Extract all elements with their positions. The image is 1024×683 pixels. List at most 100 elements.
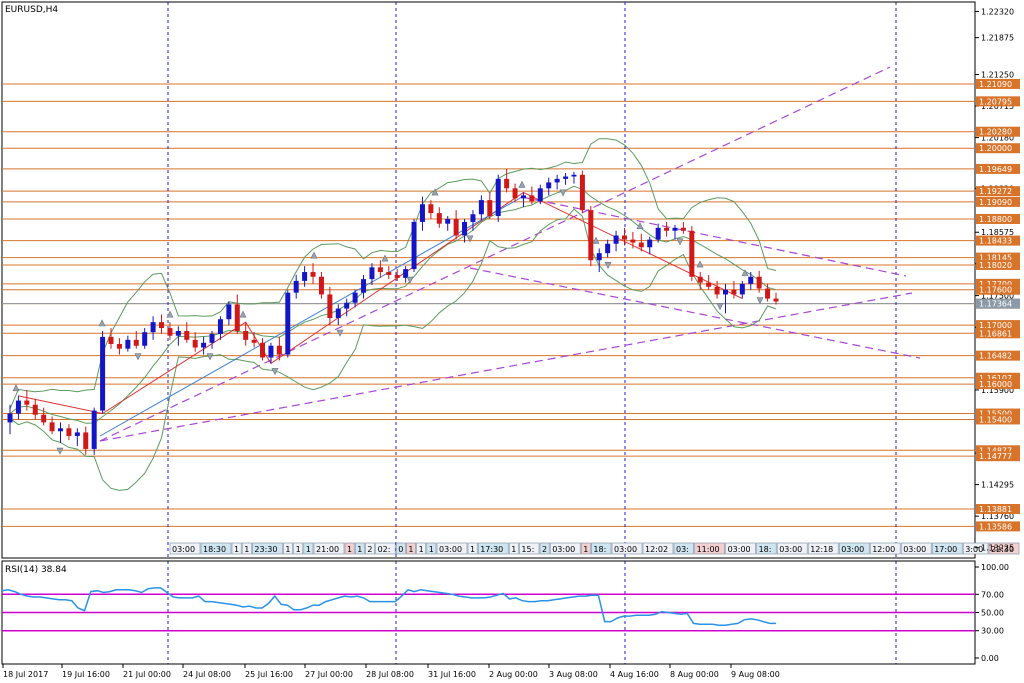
level-label-box [976, 414, 1020, 425]
fractal-marker [636, 222, 644, 230]
time-tick-label: 25 Jul 16:00 [245, 670, 293, 679]
bollinger-bands [9, 138, 777, 491]
session-labels: 03:00 18:30 1 1 23:30 1 1 1 21:00 1 1 2 02: 0 1 1 1 03:00… [169, 542, 1020, 555]
candle-bull [142, 332, 148, 346]
level-label: 1.20795 [979, 97, 1012, 106]
candle-bull [520, 195, 526, 199]
session-box [988, 542, 1020, 555]
candle-bull [352, 292, 358, 303]
session-box [283, 542, 293, 555]
candle-bull [209, 333, 215, 343]
session-box [436, 542, 468, 555]
level-label-box [976, 350, 1020, 361]
fractal-marker [559, 189, 567, 197]
session-box [807, 542, 839, 555]
candle-bull [335, 308, 341, 319]
session-box [416, 542, 427, 555]
session-box-label: 03:00 [841, 545, 864, 554]
candle-bear [133, 339, 139, 346]
candle-bear [664, 227, 670, 231]
session-box-label: 12:18 [810, 545, 833, 554]
vertical-grid [167, 2, 897, 664]
session-box [611, 542, 643, 555]
level-label-box [976, 126, 1020, 137]
level-label-box [976, 163, 1020, 174]
level-label-box [976, 78, 1020, 89]
candle-bear [621, 235, 627, 240]
price-tick-label: 1.21250 [981, 71, 1014, 80]
session-box-label: 18: [593, 545, 606, 554]
candle-bear [428, 204, 434, 214]
candle-bear [579, 174, 585, 211]
session-box-label: 12:00 [872, 545, 895, 554]
candle-bull [596, 253, 602, 261]
channel-line [99, 292, 913, 442]
session-box [776, 542, 808, 555]
candle-bear [529, 195, 535, 202]
session-box [200, 542, 232, 555]
level-label-box [976, 451, 1020, 462]
level-label: 1.14877 [979, 446, 1012, 455]
rsi-line [1, 587, 776, 626]
candle-bull [15, 400, 21, 414]
fractal-marker [741, 269, 749, 277]
level-label-box [976, 186, 1020, 197]
candle-bull [554, 178, 560, 183]
candle-bear [638, 242, 644, 248]
channel-line [521, 196, 907, 277]
zigzag-trend [18, 191, 743, 437]
time-tick-label: 24 Jul 08:00 [183, 670, 231, 679]
candle-bear [32, 404, 38, 415]
fractal-marker [676, 238, 684, 246]
candle-bull [268, 345, 274, 358]
candle-bear [689, 230, 695, 277]
level-label: 1.16482 [979, 352, 1012, 361]
level-label: 1.14777 [979, 452, 1012, 461]
rsi-tick-label: 50.00 [981, 609, 1004, 618]
fractal-marker [431, 188, 439, 196]
candle-bull [91, 410, 97, 449]
level-label: 1.20000 [979, 144, 1012, 153]
band-middle [9, 185, 777, 424]
candle-bull [647, 239, 653, 248]
session-box [931, 542, 963, 555]
price-tick-label: 1.17500 [981, 292, 1014, 301]
candle-bear [487, 200, 493, 217]
fractal-marker [604, 262, 612, 269]
session-box [231, 542, 242, 555]
level-label-box [976, 320, 1020, 331]
fractal-marker [56, 447, 64, 455]
session-box-label: 03:00 [172, 545, 195, 554]
level-label: 1.20280 [979, 128, 1012, 137]
session-box-label: 12:02 [645, 545, 668, 554]
session-box [344, 542, 355, 555]
level-label-box [976, 278, 1020, 289]
fractal-marker [518, 180, 526, 188]
level-label: 1.16861 [979, 329, 1012, 338]
candle-bear [327, 294, 333, 319]
trend-channel [99, 66, 921, 442]
level-label-box [976, 213, 1020, 224]
level-label: 1.17000 [979, 321, 1012, 330]
level-label-box [976, 252, 1020, 263]
level-label-box [976, 504, 1020, 515]
candle-bull [563, 176, 569, 179]
candle-bull [285, 292, 291, 355]
session-box [365, 542, 375, 555]
price-tick-label: 1.20715 [981, 102, 1014, 111]
current-price-label: 1.17364 [979, 300, 1012, 309]
session-box [962, 542, 989, 555]
session-box-label: 17:00 [934, 545, 957, 554]
session-box [900, 542, 932, 555]
horizontal-levels [2, 83, 975, 527]
session-box-label: 1 [347, 545, 352, 554]
candle-bull [571, 174, 577, 177]
candle-bear [251, 339, 257, 343]
session-box [303, 542, 314, 555]
candle-bear [588, 210, 594, 261]
candle-bull [722, 289, 728, 295]
session-box [539, 542, 550, 555]
fractal-marker [310, 251, 318, 259]
session-box [354, 542, 365, 555]
session-box-label: 03:00 [552, 545, 575, 554]
